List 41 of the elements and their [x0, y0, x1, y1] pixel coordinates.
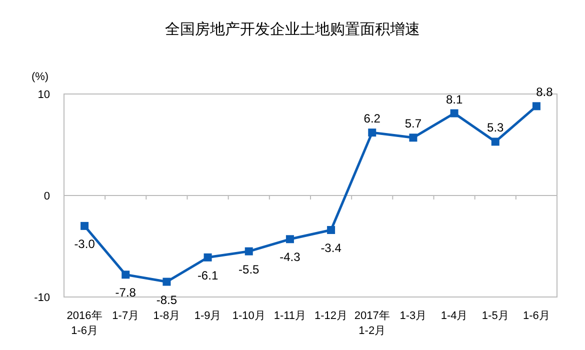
point	[80, 222, 89, 230]
x-tick-label: 1-3月	[400, 310, 427, 322]
text: 6.2	[364, 112, 380, 126]
x-tick-label: 1-5月	[482, 310, 509, 322]
x-tick-label: 1-7月	[112, 310, 140, 322]
text: -6.1	[197, 268, 218, 282]
text: -3.0	[74, 236, 95, 251]
chart-title: 全国房地产开发企业土地购置面积增速	[165, 21, 420, 38]
point	[204, 253, 212, 262]
y-tick-label: 0	[44, 190, 50, 202]
text: -8.5	[156, 292, 178, 307]
x-tick-label: 2017年 1-2月	[354, 310, 390, 337]
text: -7.8	[115, 286, 136, 300]
y-tick-label: 10	[38, 89, 50, 101]
point	[532, 102, 540, 110]
point	[122, 270, 130, 279]
text: -4.3	[280, 250, 300, 264]
x-tick-label: 2016年 1-6月	[66, 310, 102, 337]
text: 5.7	[404, 116, 422, 131]
x-tick-label: 1-9月	[194, 310, 222, 322]
x-tick-label: 1-12月	[314, 310, 348, 322]
text: 5.3	[487, 120, 504, 135]
x-tick-label: 1-4月	[440, 310, 468, 322]
point	[450, 109, 458, 118]
point	[244, 247, 253, 256]
y-axis-title: (%)	[31, 71, 49, 83]
point	[491, 138, 500, 146]
point	[368, 128, 376, 137]
y-tick-label: -10	[34, 292, 50, 304]
text: -3.4	[320, 241, 342, 256]
point	[327, 226, 336, 234]
point	[286, 235, 294, 244]
x-tick-label: 1-11月	[274, 310, 306, 322]
point	[162, 278, 171, 286]
x-tick-label: 1-8月	[153, 310, 180, 322]
x-tick-label: 1-6月	[523, 310, 550, 322]
point	[409, 134, 418, 142]
x-tick-label: 1-10月	[232, 310, 266, 322]
text: 8.8	[536, 85, 553, 100]
text: 8.1	[446, 92, 463, 106]
text: -5.5	[238, 262, 260, 276]
